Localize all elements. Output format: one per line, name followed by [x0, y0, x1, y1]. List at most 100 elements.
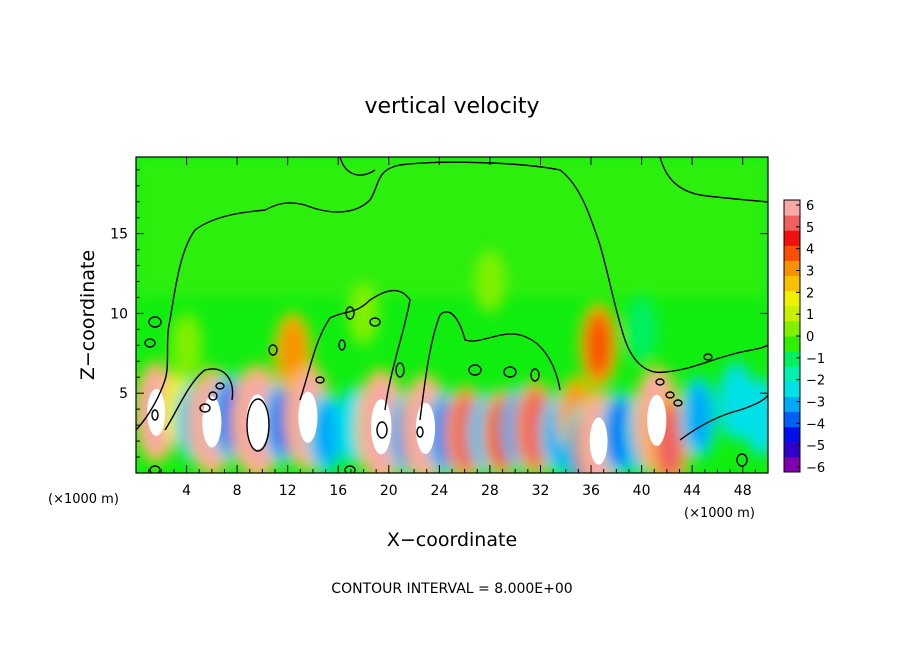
- colorbar-swatch: [784, 290, 800, 307]
- zero-contour-main: [136, 161, 768, 431]
- contour-ring-3: [199, 403, 211, 413]
- colorbar-swatch: [784, 260, 800, 277]
- contour-ring-4: [208, 391, 218, 401]
- velocity-cell: [585, 311, 612, 380]
- contour-ring-8: [338, 339, 346, 351]
- colorbar-swatch: [784, 245, 800, 261]
- colorbar-tick-label: −2: [806, 374, 825, 389]
- velocity-cell: [353, 289, 374, 338]
- velocity-cell: [749, 386, 768, 448]
- contour-ring-15: [655, 378, 665, 386]
- x-tick-label: 28: [481, 483, 499, 499]
- colorbar-swatch: [784, 456, 800, 473]
- x-tick-label: 24: [430, 483, 448, 499]
- colorbar-tick-label: −1: [806, 352, 825, 367]
- contour-ring-17: [673, 399, 683, 407]
- colorbar-swatch: [784, 396, 800, 413]
- contour-ring-24: [149, 465, 161, 473]
- x-axis-label: X−coordinate: [387, 529, 517, 551]
- velocity-cores: [147, 388, 667, 465]
- velocity-cell-core: [370, 399, 392, 455]
- contour-ring-13: [503, 366, 517, 378]
- velocity-cell: [176, 321, 197, 370]
- colorbar-swatch: [784, 200, 800, 216]
- contour-ring-9: [345, 306, 355, 320]
- contour-ring-5: [215, 382, 225, 390]
- x-unit-left: (×1000 m): [48, 492, 119, 507]
- colorbar-swatch: [784, 275, 800, 292]
- velocity-cell: [724, 370, 749, 432]
- velocity-cell-core: [298, 391, 318, 443]
- colorbar-tick-label: −3: [806, 396, 825, 411]
- colorbar-tick-label: −5: [806, 439, 825, 454]
- colorbar-swatch: [784, 215, 800, 231]
- contour-ring-1: [148, 316, 162, 328]
- colorbar-tick-label: 6: [806, 199, 814, 214]
- colorbar-swatch: [784, 426, 800, 443]
- zero-contour-right: [679, 394, 768, 441]
- colorbar-swatch: [784, 411, 800, 428]
- colorbar-tick-label: 1: [806, 308, 814, 323]
- contour-interval-label: CONTOUR INTERVAL = 8.000E+00: [331, 581, 572, 597]
- colorbar-swatch: [784, 366, 800, 382]
- colorbar-tick-label: 3: [806, 265, 814, 280]
- colorbar-tick-label: −6: [806, 461, 825, 476]
- colorbar-swatch: [784, 351, 800, 367]
- velocity-cell-core: [246, 394, 269, 450]
- colorbar-tick-label: −4: [806, 417, 825, 432]
- contour-lines: [136, 157, 768, 473]
- x-tick-label: 12: [279, 483, 297, 499]
- colorbar-tick-label: 5: [806, 221, 814, 236]
- colorbar-swatch: [784, 230, 800, 246]
- velocity-cell: [480, 258, 500, 305]
- velocity-cell: [685, 384, 712, 450]
- zero-contour-mid2: [419, 311, 561, 421]
- velocity-cell-core: [647, 394, 667, 446]
- contour-ring-18: [703, 353, 713, 361]
- x-tick-label: 44: [683, 483, 701, 499]
- contour-ring-14: [530, 368, 540, 382]
- contour-ring-25: [344, 465, 356, 473]
- x-tick-label: 16: [329, 483, 347, 499]
- zero-contour-lowleft: [164, 368, 234, 431]
- colorbar-tick-label: 4: [806, 243, 814, 258]
- x-axis: 4 8 12 16 20 24 28 32 36 40 44 48: [148, 157, 756, 499]
- plot-area: [136, 157, 768, 473]
- contour-ring-12: [468, 364, 482, 376]
- contour-ring-7: [315, 376, 325, 384]
- contour-ring-2: [144, 338, 156, 348]
- colorbar-swatch: [784, 381, 800, 397]
- x-tick-label: 4: [182, 483, 191, 499]
- x-tick-label: 20: [380, 483, 398, 499]
- zero-contour-mid1: [299, 289, 411, 411]
- colorbar-swatch: [784, 305, 800, 322]
- contour-ring-21: [376, 421, 388, 439]
- contour-ring-10: [369, 317, 381, 327]
- x-tick-label: 40: [633, 483, 651, 499]
- colorbar-swatch: [784, 441, 800, 458]
- y-tick-label: 15: [110, 227, 128, 243]
- velocity-cells: [136, 250, 768, 473]
- upper-field: [136, 157, 768, 297]
- y-tick-label: 5: [119, 386, 128, 402]
- colorbar-swatch: [784, 336, 800, 352]
- velocity-cell-core: [589, 417, 608, 465]
- contour-ring-20: [246, 398, 270, 452]
- contour-ring-11: [395, 362, 405, 378]
- colorbar: 6 5 4 3 2 1 0 −1 −2 −3 −4 −5 −6: [783, 199, 825, 476]
- contour-ring-19: [736, 453, 748, 467]
- contour-ring-16: [665, 391, 675, 399]
- x-tick-label: 48: [734, 483, 752, 499]
- y-tick-label: 10: [110, 306, 128, 322]
- x-tick-label: 32: [532, 483, 550, 499]
- colorbar-tick-label: 0: [806, 330, 814, 345]
- x-unit-right: (×1000 m): [684, 506, 755, 521]
- velocity-cell-core: [147, 388, 166, 437]
- x-tick-label: 36: [582, 483, 600, 499]
- velocity-cell: [313, 400, 339, 466]
- chart-title: vertical velocity: [364, 94, 539, 119]
- contour-ring-6: [268, 344, 278, 356]
- velocity-cell-core: [202, 396, 222, 448]
- velocity-cell-core: [415, 402, 436, 454]
